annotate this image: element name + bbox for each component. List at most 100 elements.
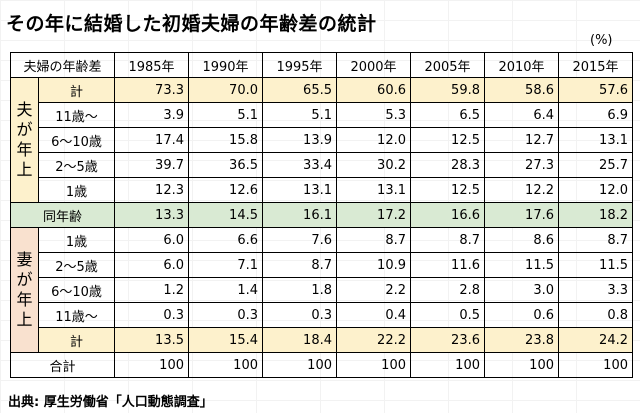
cell-value: 11.5 xyxy=(484,252,559,278)
cell-value: 0.5 xyxy=(410,302,485,328)
cell-value: 7.1 xyxy=(188,252,263,278)
header-row: 夫婦の年齢差 1985年 1990年 1995年 2000年 2005年 201… xyxy=(10,52,633,78)
cell-value: 2.2 xyxy=(336,277,411,303)
cell-value: 65.5 xyxy=(262,77,337,103)
row-label: 計 xyxy=(38,327,115,353)
cell-value: 23.6 xyxy=(410,327,485,353)
cell-value: 3.0 xyxy=(484,277,559,303)
cell-value: 73.3 xyxy=(114,77,189,103)
header-year: 1990年 xyxy=(188,52,263,78)
cell-value: 6.5 xyxy=(410,102,485,128)
table-row: 11歳～ 3.9 5.1 5.1 5.3 6.5 6.4 6.9 xyxy=(11,102,633,128)
cell-value: 15.4 xyxy=(188,327,263,353)
age-gap-table: 夫婦の年齢差 1985年 1990年 1995年 2000年 2005年 201… xyxy=(10,52,633,378)
cell-value: 30.2 xyxy=(336,152,411,178)
cell-value: 58.6 xyxy=(484,77,559,103)
cell-value: 100 xyxy=(188,352,263,378)
cell-value: 0.3 xyxy=(262,302,337,328)
header-year: 2000年 xyxy=(336,52,411,78)
cell-value: 100 xyxy=(410,352,485,378)
cell-value: 13.5 xyxy=(114,327,189,353)
table-row: 1歳 12.3 12.6 13.1 13.1 12.5 12.2 12.0 xyxy=(11,177,633,203)
cell-value: 12.5 xyxy=(410,127,485,153)
row-label: 11歳～ xyxy=(38,102,115,128)
cell-value: 13.9 xyxy=(262,127,337,153)
cell-value: 100 xyxy=(114,352,189,378)
row-label: 合計 xyxy=(10,352,115,378)
cell-value: 13.3 xyxy=(114,202,189,228)
cell-value: 18.4 xyxy=(262,327,337,353)
cell-value: 6.6 xyxy=(188,227,263,253)
cell-value: 60.6 xyxy=(336,77,411,103)
cell-value: 6.9 xyxy=(558,102,633,128)
row-label: 1歳 xyxy=(38,177,115,203)
cell-value: 5.1 xyxy=(188,102,263,128)
cell-value: 6.0 xyxy=(114,252,189,278)
cell-value: 7.6 xyxy=(262,227,337,253)
cell-value: 12.0 xyxy=(336,127,411,153)
cell-value: 16.1 xyxy=(262,202,337,228)
cell-value: 14.5 xyxy=(188,202,263,228)
cell-value: 57.6 xyxy=(558,77,633,103)
cell-value: 12.2 xyxy=(484,177,559,203)
row-label: 計 xyxy=(38,77,115,103)
cell-value: 11.6 xyxy=(410,252,485,278)
cell-value: 17.2 xyxy=(336,202,411,228)
cell-value: 2.8 xyxy=(410,277,485,303)
row-label: 6～10歳 xyxy=(38,127,115,153)
cell-value: 8.7 xyxy=(336,227,411,253)
cell-value: 0.4 xyxy=(336,302,411,328)
unit-label: (%) xyxy=(590,33,613,48)
cell-value: 15.8 xyxy=(188,127,263,153)
table-row: 2～5歳 6.0 7.1 8.7 10.9 11.6 11.5 11.5 xyxy=(11,252,633,278)
cell-value: 33.4 xyxy=(262,152,337,178)
cell-value: 39.7 xyxy=(114,152,189,178)
cell-value: 13.1 xyxy=(336,177,411,203)
cell-value: 16.6 xyxy=(410,202,485,228)
table-row: 同年齢 13.3 14.5 16.1 17.2 16.6 17.6 18.2 xyxy=(10,202,633,228)
cell-value: 100 xyxy=(336,352,411,378)
cell-value: 36.5 xyxy=(188,152,263,178)
cell-value: 11.5 xyxy=(558,252,633,278)
cell-value: 1.2 xyxy=(114,277,189,303)
cell-value: 18.2 xyxy=(558,202,633,228)
table-row: 計 13.5 15.4 18.4 22.2 23.6 23.8 24.2 xyxy=(11,327,633,353)
cell-value: 0.6 xyxy=(484,302,559,328)
table-row: 2～5歳 39.7 36.5 33.4 30.2 28.3 27.3 25.7 xyxy=(11,152,633,178)
cell-value: 12.3 xyxy=(114,177,189,203)
cell-value: 59.8 xyxy=(410,77,485,103)
cell-value: 17.4 xyxy=(114,127,189,153)
header-year: 2010年 xyxy=(484,52,559,78)
cell-value: 8.6 xyxy=(484,227,559,253)
cell-value: 13.1 xyxy=(262,177,337,203)
row-label: 2～5歳 xyxy=(38,152,115,178)
table-row: 11歳～ 0.3 0.3 0.3 0.4 0.5 0.6 0.8 xyxy=(11,302,633,328)
cell-value: 0.8 xyxy=(558,302,633,328)
cell-value: 28.3 xyxy=(410,152,485,178)
cell-value: 12.7 xyxy=(484,127,559,153)
cell-value: 1.8 xyxy=(262,277,337,303)
cell-value: 1.4 xyxy=(188,277,263,303)
cell-value: 17.6 xyxy=(484,202,559,228)
cell-value: 25.7 xyxy=(558,152,633,178)
cell-value: 23.8 xyxy=(484,327,559,353)
cell-value: 100 xyxy=(484,352,559,378)
cell-value: 8.7 xyxy=(262,252,337,278)
cell-value: 24.2 xyxy=(558,327,633,353)
row-label: 1歳 xyxy=(38,227,115,253)
row-label: 2～5歳 xyxy=(38,252,115,278)
cell-value: 6.4 xyxy=(484,102,559,128)
cell-value: 0.3 xyxy=(188,302,263,328)
cell-value: 12.0 xyxy=(558,177,633,203)
cell-value: 8.7 xyxy=(410,227,485,253)
cell-value: 5.1 xyxy=(262,102,337,128)
table-row: 夫が年上 計 73.3 70.0 65.5 60.6 59.8 58.6 57.… xyxy=(10,77,633,203)
cell-value: 6.0 xyxy=(114,227,189,253)
table-row: 合計 100 100 100 100 100 100 100 xyxy=(10,352,633,378)
cell-value: 3.3 xyxy=(558,277,633,303)
cell-value: 8.7 xyxy=(558,227,633,253)
cell-value: 5.3 xyxy=(336,102,411,128)
cell-value: 13.1 xyxy=(558,127,633,153)
header-corner: 夫婦の年齢差 xyxy=(10,52,115,78)
table-row: 6～10歳 1.2 1.4 1.8 2.2 2.8 3.0 3.3 xyxy=(11,277,633,303)
